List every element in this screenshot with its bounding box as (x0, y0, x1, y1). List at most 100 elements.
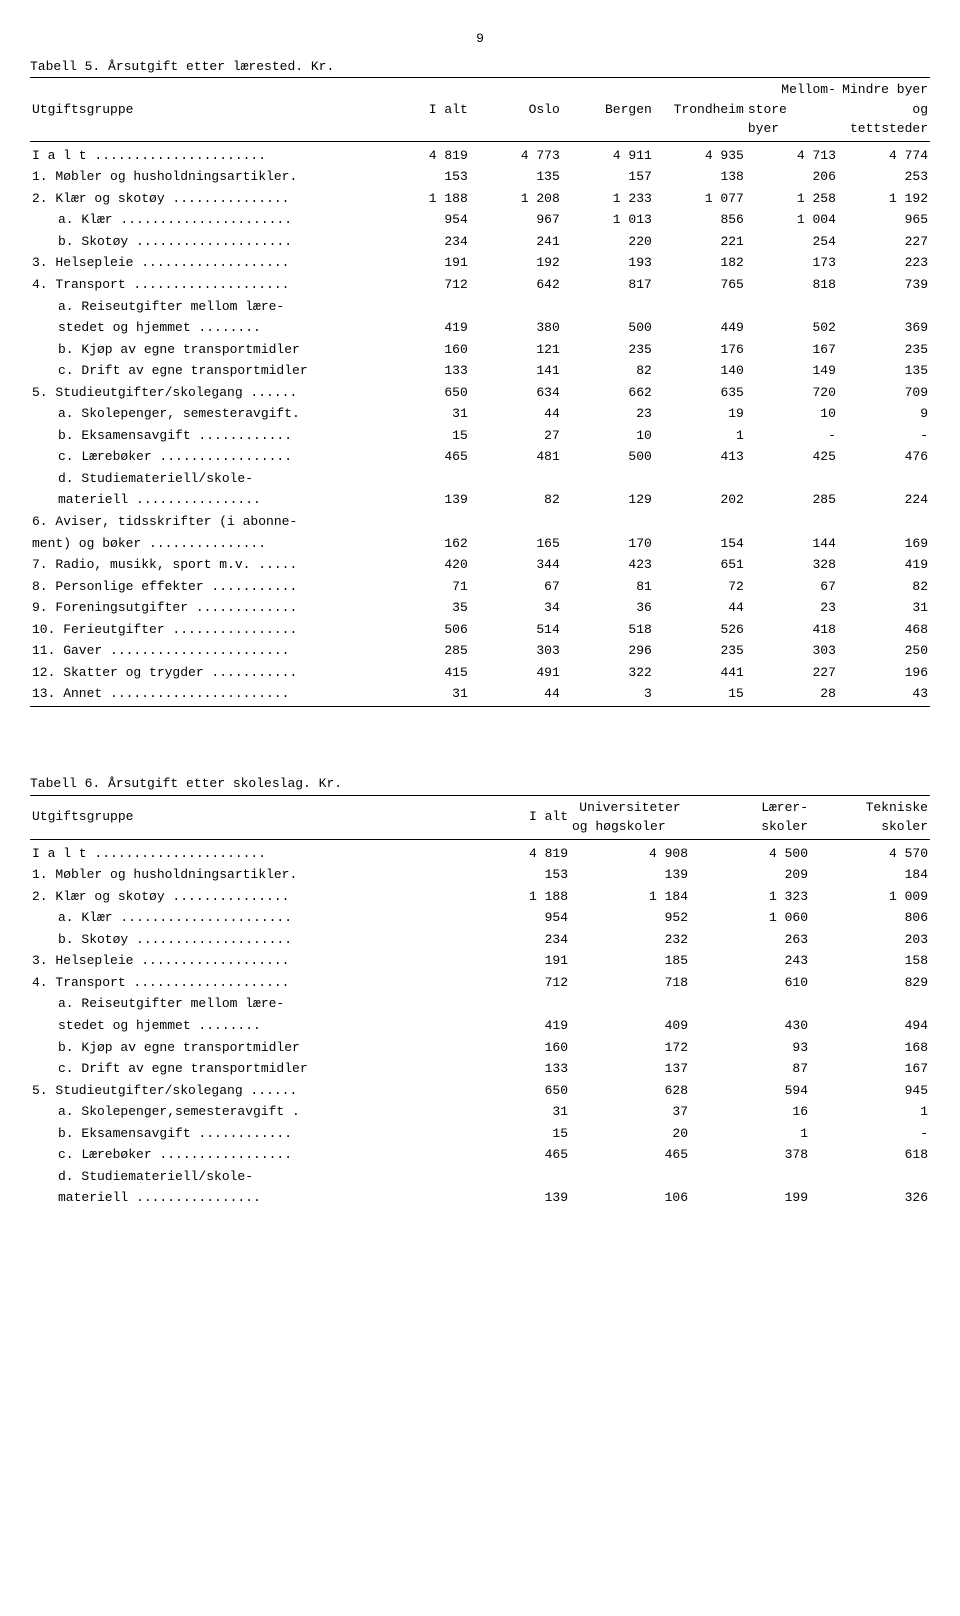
cell: 23 (746, 596, 838, 618)
cell: 720 (746, 381, 838, 403)
cell: 4 911 (562, 144, 654, 166)
cell: 137 (570, 1057, 690, 1079)
cell: 662 (562, 381, 654, 403)
cell: 158 (810, 949, 930, 971)
cell: 829 (810, 971, 930, 993)
table5-caption: Tabell 5. Årsutgift etter lærested. Kr. (30, 58, 930, 76)
table-row: 7. Radio, musikk, sport m.v. .....420344… (30, 553, 930, 575)
cell: 199 (690, 1186, 810, 1208)
cell: 1 323 (690, 885, 810, 907)
cell (562, 467, 654, 489)
rule (30, 706, 930, 707)
cell: 87 (690, 1057, 810, 1079)
cell: 4 713 (746, 144, 838, 166)
cell: 419 (378, 316, 470, 338)
table-row: b. Kjøp av egne transportmidler160121235… (30, 338, 930, 360)
cell: 1 013 (562, 208, 654, 230)
table6: Utgiftsgruppe I alt Universiteter Lærer-… (30, 798, 930, 837)
cell: 419 (838, 553, 930, 575)
cell: 518 (562, 618, 654, 640)
table-row: I a l t ......................4 8194 908… (30, 842, 930, 864)
cell: 170 (562, 532, 654, 554)
cell: 157 (562, 165, 654, 187)
cell: 465 (570, 1143, 690, 1165)
row-label: stedet og hjemmet ........ (30, 1014, 450, 1036)
table-row: c. Drift av egne transportmidler13314182… (30, 359, 930, 381)
row-label: b. Kjøp av egne transportmidler (30, 338, 378, 360)
table-row: d. Studiemateriell/skole- (30, 1165, 930, 1187)
cell: 635 (654, 381, 746, 403)
cell (378, 295, 470, 317)
cell: 344 (470, 553, 562, 575)
cell: 506 (378, 618, 470, 640)
table-row: 5. Studieutgifter/skolegang ......650628… (30, 1079, 930, 1101)
cell (450, 992, 570, 1014)
cell (570, 992, 690, 1014)
cell: 952 (570, 906, 690, 928)
row-label: b. Skotøy .................... (30, 928, 450, 950)
cell: 418 (746, 618, 838, 640)
cell: 1 004 (746, 208, 838, 230)
cell: 4 819 (450, 842, 570, 864)
t6-h-group: Utgiftsgruppe (30, 798, 450, 837)
cell: 818 (746, 273, 838, 295)
table-row: 8. Personlige effekter ...........716781… (30, 575, 930, 597)
cell: 167 (746, 338, 838, 360)
t5-h-mellom-a: Mellom- (746, 80, 838, 100)
t5-h-bergen: Bergen (562, 80, 654, 139)
cell: 44 (654, 596, 746, 618)
cell: 4 819 (378, 144, 470, 166)
cell: 514 (470, 618, 562, 640)
table-row: b. Kjøp av egne transportmidler160172931… (30, 1036, 930, 1058)
cell: 1 (810, 1100, 930, 1122)
cell: 303 (470, 639, 562, 661)
cell: 191 (450, 949, 570, 971)
cell: 423 (562, 553, 654, 575)
cell: 235 (654, 639, 746, 661)
page-number: 9 (30, 30, 930, 48)
row-label: materiell ................ (30, 1186, 450, 1208)
cell: 303 (746, 639, 838, 661)
table-row: c. Lærebøker .................4654815004… (30, 445, 930, 467)
row-label: c. Lærebøker ................. (30, 1143, 450, 1165)
row-label: 11. Gaver ....................... (30, 639, 378, 661)
cell: 173 (746, 251, 838, 273)
row-label: 4. Transport .................... (30, 273, 378, 295)
table-row: b. Eksamensavgift ............1527101-- (30, 424, 930, 446)
cell: 526 (654, 618, 746, 640)
cell: 72 (654, 575, 746, 597)
cell: 23 (562, 402, 654, 424)
rule (30, 141, 930, 142)
cell: 965 (838, 208, 930, 230)
cell: 491 (470, 661, 562, 683)
cell: 20 (570, 1122, 690, 1144)
cell: 709 (838, 381, 930, 403)
cell: 628 (570, 1079, 690, 1101)
cell: 93 (690, 1036, 810, 1058)
cell: 67 (470, 575, 562, 597)
cell: 37 (570, 1100, 690, 1122)
cell: 420 (378, 553, 470, 575)
cell: 209 (690, 863, 810, 885)
row-label: 1. Møbler og husholdningsartikler. (30, 165, 378, 187)
table-row: 13. Annet .......................3144315… (30, 682, 930, 704)
table-row: d. Studiemateriell/skole- (30, 467, 930, 489)
cell: 4 774 (838, 144, 930, 166)
cell: 594 (690, 1079, 810, 1101)
cell: 465 (378, 445, 470, 467)
cell: 154 (654, 532, 746, 554)
cell: 31 (378, 682, 470, 704)
cell: 202 (654, 488, 746, 510)
cell: 642 (470, 273, 562, 295)
table-row: 4. Transport ....................7126428… (30, 273, 930, 295)
cell: 71 (378, 575, 470, 597)
cell: 494 (810, 1014, 930, 1036)
table-row: stedet og hjemmet ........41938050044950… (30, 316, 930, 338)
cell (378, 510, 470, 532)
cell: 34 (470, 596, 562, 618)
cell: 139 (450, 1186, 570, 1208)
row-label: 7. Radio, musikk, sport m.v. ..... (30, 553, 378, 575)
cell: 193 (562, 251, 654, 273)
table-row: I a l t ......................4 8194 773… (30, 144, 930, 166)
cell: 176 (654, 338, 746, 360)
